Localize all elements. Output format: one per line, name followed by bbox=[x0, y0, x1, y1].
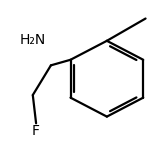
Text: H₂N: H₂N bbox=[20, 33, 46, 47]
Text: F: F bbox=[32, 124, 40, 138]
